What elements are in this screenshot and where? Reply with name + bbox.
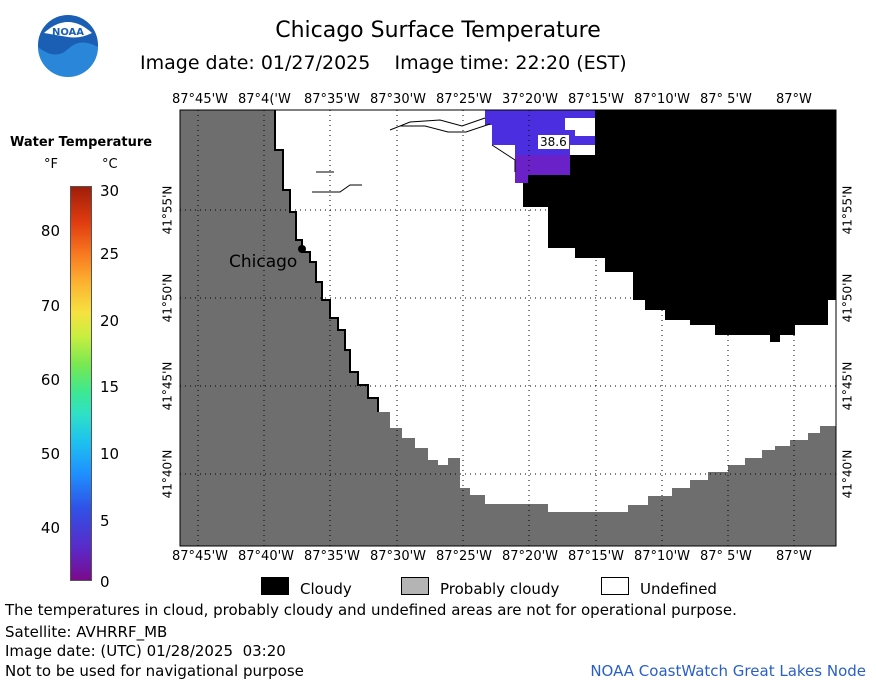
lon-label-bottom: 87°25'W: [436, 549, 493, 564]
lon-label-top: 87°W: [776, 92, 812, 107]
lat-label-left: 41°55'N: [160, 185, 175, 235]
lon-label-bottom: 87°45'W: [172, 549, 229, 564]
utc-date-text: Image date: (UTC) 01/28/2025 03:20: [5, 642, 286, 660]
breakwater-line: [312, 184, 362, 193]
image-datetime: Image date: 01/27/2025 Image time: 22:20…: [140, 52, 627, 74]
c-tick: 5: [100, 512, 110, 530]
f-tick: 50: [40, 445, 60, 463]
f-tick: 40: [40, 519, 60, 537]
colder-water-area: [515, 155, 570, 183]
temperature-colorbar: [70, 186, 92, 581]
lon-label-top: 87°45'W: [172, 92, 229, 107]
lat-label-right: 41°55'N: [840, 185, 855, 235]
lon-label-top: 87°4('W: [238, 92, 291, 107]
lon-label-bottom: 87°10'W: [634, 549, 691, 564]
key-swatch-undefined: [601, 577, 629, 595]
c-tick: 10: [100, 445, 120, 463]
disclaimer-text: The temperatures in cloud, probably clou…: [5, 601, 737, 619]
map-canvas: [179, 109, 837, 547]
unit-fahrenheit: °F: [44, 157, 58, 172]
city-label: Chicago: [229, 252, 298, 272]
page-title: Chicago Surface Temperature: [275, 18, 601, 43]
lon-label-top: 87°25'W: [436, 92, 493, 107]
c-tick: 30: [100, 182, 120, 200]
f-tick: 70: [40, 297, 60, 315]
legend-title: Water Temperature: [10, 135, 153, 150]
map-frame: [179, 109, 837, 547]
cloud-area: [523, 110, 836, 342]
navigation-note: Not to be used for navigational purpose: [5, 662, 304, 680]
c-tick: 20: [100, 312, 120, 330]
lon-label-top: 87°35'W: [304, 92, 361, 107]
lat-label-left: 41°45'N: [160, 361, 175, 411]
c-tick: 15: [100, 378, 120, 396]
noaa-logo-icon: NOAA: [36, 13, 100, 81]
key-swatch-probably-cloudy: [401, 577, 429, 595]
lat-label-right: 41°50'N: [840, 273, 855, 323]
lon-label-bottom: 87°15'W: [568, 549, 625, 564]
satellite-text: Satellite: AVHRRF_MB: [5, 623, 168, 641]
unit-celsius: °C: [102, 157, 118, 172]
c-tick: 0: [100, 573, 110, 591]
isoline: [400, 123, 491, 133]
f-tick: 60: [40, 371, 60, 389]
lon-label-top: 87° 5'W: [700, 92, 752, 107]
lon-label-top: 87°10'W: [634, 92, 691, 107]
lat-label-left: 41°50'N: [160, 273, 175, 323]
lat-label-left: 41°40'N: [160, 449, 175, 499]
key-label-probably-cloudy: Probably cloudy: [440, 580, 560, 598]
lat-label-right: 41°40'N: [840, 449, 855, 499]
lon-label-bottom: 87°30'W: [370, 549, 427, 564]
logo-text: NOAA: [52, 27, 84, 38]
c-tick: 25: [100, 245, 120, 263]
f-tick: 80: [40, 222, 60, 240]
isoline: [389, 117, 486, 131]
lon-label-bottom: 87°20'W: [502, 549, 559, 564]
lon-label-top: 87°30'W: [370, 92, 427, 107]
lon-label-top: 37°20'W: [502, 92, 559, 107]
key-swatch-cloudy: [261, 577, 289, 595]
lon-label-bottom: 87°35'W: [304, 549, 361, 564]
shoreline: [274, 110, 379, 412]
lat-label-right: 41°45'N: [840, 361, 855, 411]
lon-label-bottom: 87°W: [776, 549, 812, 564]
key-label-undefined: Undefined: [640, 580, 717, 598]
credit-text: NOAA CoastWatch Great Lakes Node: [590, 662, 866, 680]
temperature-value-label: 38.6: [538, 135, 569, 149]
lon-label-bottom: 87°40'W: [238, 549, 295, 564]
land-area: [180, 110, 836, 546]
isoline: [491, 144, 516, 172]
key-label-cloudy: Cloudy: [300, 580, 352, 598]
chicago-marker: [298, 245, 306, 253]
lon-label-bottom: 87° 5'W: [700, 549, 752, 564]
lon-label-top: 87°15'W: [568, 92, 625, 107]
